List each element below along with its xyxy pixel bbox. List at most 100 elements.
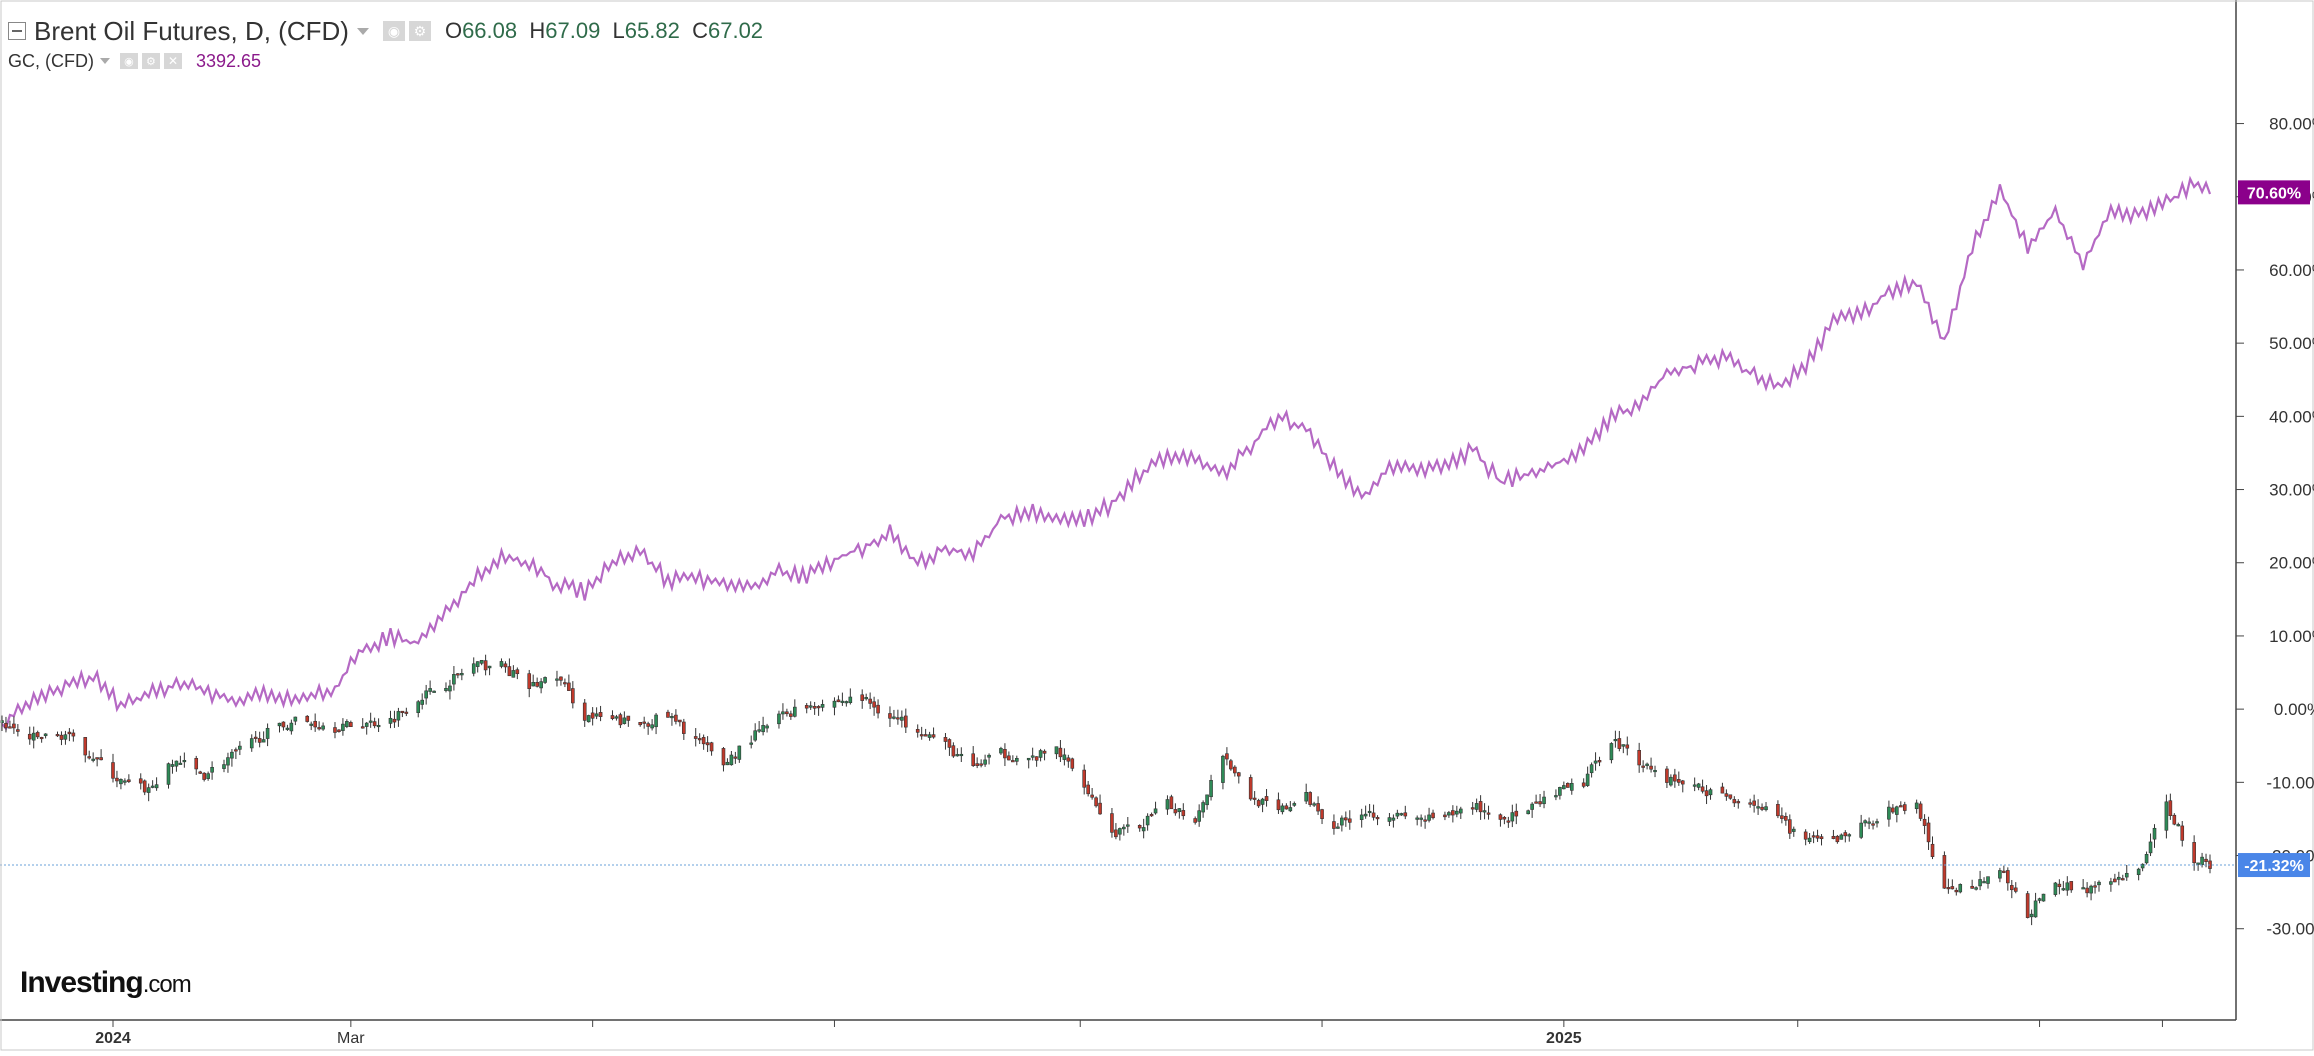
candle xyxy=(1169,794,1174,810)
candle xyxy=(848,688,853,705)
gear-icon[interactable]: ⚙ xyxy=(408,21,431,41)
y-tick-label: 30.00% xyxy=(2269,481,2314,500)
candle xyxy=(820,699,825,712)
candle xyxy=(1609,742,1614,764)
candle xyxy=(1070,757,1075,772)
candle xyxy=(2093,881,2097,894)
candle xyxy=(1474,798,1479,813)
candle xyxy=(1708,787,1713,800)
candle xyxy=(1209,774,1213,801)
candle xyxy=(1173,803,1178,816)
candle xyxy=(285,724,290,731)
candle xyxy=(1788,814,1792,839)
eye-icon[interactable]: ◉ xyxy=(382,21,405,41)
candle xyxy=(63,730,68,745)
candle xyxy=(1732,796,1737,807)
candle xyxy=(341,718,345,736)
candle xyxy=(2069,881,2074,893)
candle xyxy=(43,733,48,739)
candle xyxy=(1835,834,1840,844)
candle xyxy=(515,667,520,680)
candle xyxy=(2200,852,2204,868)
candle xyxy=(1843,830,1848,843)
candle xyxy=(1680,779,1685,793)
chevron-down-icon[interactable] xyxy=(356,27,369,35)
candle xyxy=(1776,800,1780,819)
candle xyxy=(1391,814,1396,828)
candle xyxy=(1312,801,1316,807)
candle xyxy=(333,722,337,739)
gear-icon[interactable]: ⚙ xyxy=(141,53,160,69)
candle xyxy=(1752,794,1756,813)
candle xyxy=(1756,799,1760,815)
candle xyxy=(511,665,516,678)
candle xyxy=(309,721,313,731)
candle xyxy=(582,699,587,727)
chevron-down-icon[interactable] xyxy=(99,58,110,64)
open-value: 66.08 xyxy=(462,18,518,43)
candle xyxy=(590,707,595,726)
candle xyxy=(1486,805,1491,820)
candle xyxy=(1867,817,1871,830)
candle xyxy=(757,721,761,733)
candle xyxy=(1899,801,1903,808)
candle xyxy=(317,721,321,731)
candle xyxy=(1895,805,1899,823)
candle xyxy=(1367,803,1372,817)
candle xyxy=(313,713,317,732)
candle xyxy=(1692,777,1697,792)
candle xyxy=(67,728,72,742)
candle xyxy=(138,773,143,790)
candle xyxy=(1720,782,1725,794)
y-tick-label: 0.00% xyxy=(2274,700,2314,719)
candle xyxy=(230,749,234,767)
candle xyxy=(1308,791,1312,807)
candle xyxy=(392,710,397,728)
candle xyxy=(864,693,868,701)
candle xyxy=(1145,813,1150,831)
compare-symbol-title[interactable]: GC, (CFD) xyxy=(8,50,94,71)
candle xyxy=(721,747,726,772)
candle xyxy=(198,770,203,775)
y-axis-ticks: -30.00%-20.00%-10.00%0.00%10.00%20.00%30… xyxy=(2236,115,2314,939)
candle xyxy=(2089,884,2093,901)
close-icon[interactable]: ✕ xyxy=(163,53,182,69)
candle xyxy=(2168,793,2173,820)
candle xyxy=(1764,802,1768,812)
candle xyxy=(71,729,76,742)
candle xyxy=(1288,801,1293,813)
candle xyxy=(1645,762,1649,770)
candle xyxy=(1153,801,1158,815)
candle xyxy=(1696,782,1701,791)
candle xyxy=(1863,819,1867,827)
candle xyxy=(1086,780,1090,797)
candle xyxy=(876,699,880,719)
candle xyxy=(1030,747,1035,761)
candle xyxy=(400,710,405,718)
low-value: 65.82 xyxy=(624,18,680,43)
candle xyxy=(1637,742,1641,773)
candle xyxy=(1875,818,1879,828)
high-key: H xyxy=(529,18,546,43)
candle xyxy=(59,731,64,746)
candle xyxy=(388,710,393,729)
candle xyxy=(281,721,286,731)
eye-icon[interactable]: ◉ xyxy=(119,53,138,69)
y-tick-label: 60.00% xyxy=(2269,261,2314,280)
main-symbol-title[interactable]: Brent Oil Futures, D, (CFD) xyxy=(34,15,349,46)
candle xyxy=(1597,756,1602,767)
candle xyxy=(1791,826,1796,837)
collapse-legend-icon[interactable] xyxy=(8,22,26,40)
candle xyxy=(448,679,452,700)
candle xyxy=(2057,879,2062,895)
candle xyxy=(705,736,710,753)
candle xyxy=(761,716,765,736)
candle xyxy=(265,723,270,747)
candle xyxy=(27,726,32,745)
candle xyxy=(1011,755,1015,763)
candle xyxy=(1236,771,1241,784)
candle xyxy=(975,757,979,769)
candle xyxy=(226,752,230,773)
